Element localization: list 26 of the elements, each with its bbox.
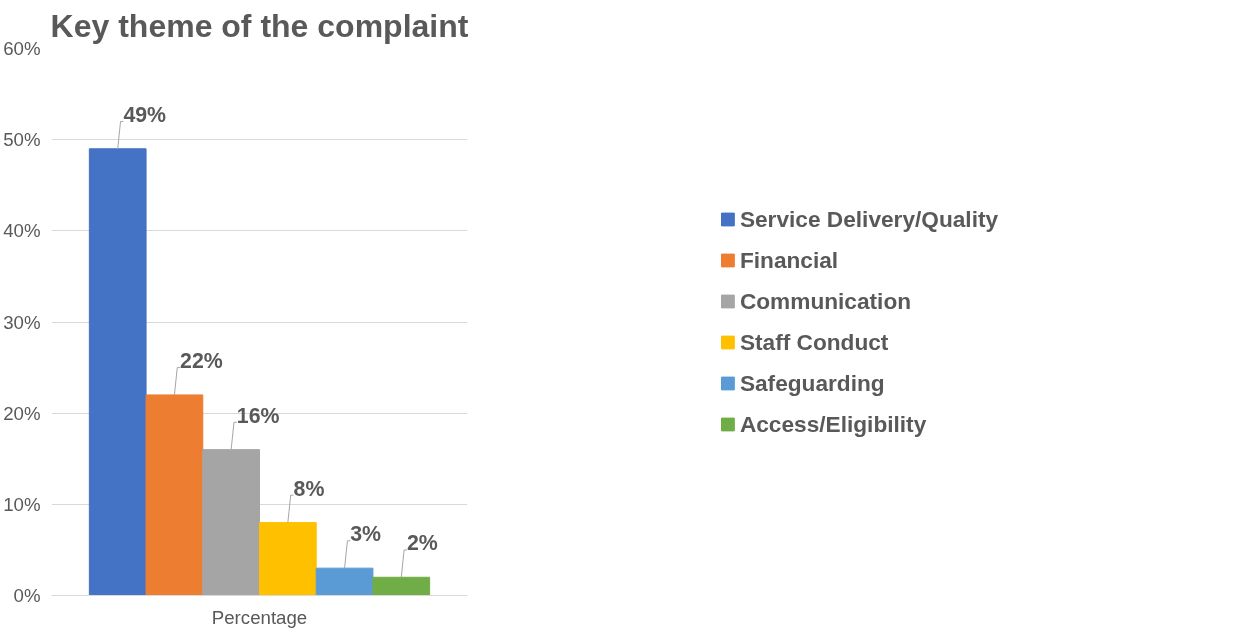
bar [372, 576, 431, 596]
chart-title: Key theme of the complaint [50, 7, 469, 44]
bar [88, 148, 147, 596]
x-tick-label: Percentage [211, 606, 308, 628]
y-tick-label: 20% [3, 402, 41, 424]
legend-label: Safeguarding [739, 369, 885, 397]
data-label: 16% [236, 403, 280, 428]
y-tick-label: 10% [3, 493, 41, 515]
data-label: 8% [293, 476, 325, 501]
legend-label: Financial [739, 246, 839, 274]
y-tick-label: 30% [3, 311, 41, 333]
data-label: 2% [406, 531, 438, 556]
bar [259, 522, 317, 596]
data-label: 3% [350, 522, 382, 547]
y-tick-label: 50% [3, 129, 41, 151]
legend-label: Access/Eligibility [739, 410, 927, 438]
legend-label: Communication [739, 287, 912, 315]
bar [145, 394, 204, 596]
y-tick-label: 60% [3, 38, 41, 59]
legend-label: Service Delivery/Quality [739, 205, 999, 233]
y-tick-label: 40% [3, 220, 41, 242]
data-label: 49% [123, 102, 167, 127]
bar [315, 567, 374, 596]
legend-label: Staff Conduct [739, 328, 889, 356]
y-tick-label: 0% [13, 585, 41, 606]
data-label: 22% [180, 348, 223, 373]
